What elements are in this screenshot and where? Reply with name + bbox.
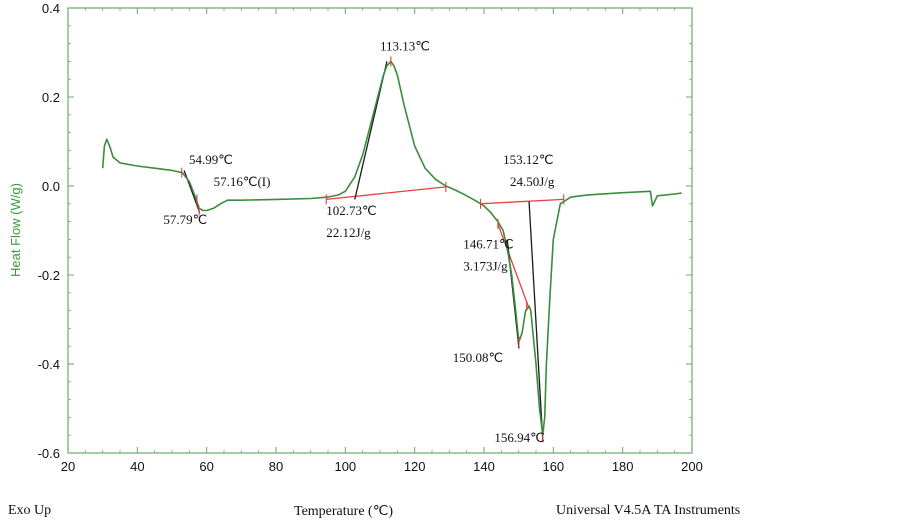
y-tick-label: 0.0 — [42, 179, 60, 194]
annotation-label: 57.79℃ — [163, 212, 207, 227]
annotation-label: 54.99℃ — [189, 152, 233, 167]
x-tick-label: 200 — [681, 459, 703, 474]
annotation-label: 146.71℃ — [463, 236, 513, 251]
plot-frame-layer — [67, 7, 693, 454]
tickmark-layer — [181, 56, 565, 443]
y-tick-label: -0.4 — [38, 357, 60, 372]
annotation-label: 102.73℃ — [326, 203, 376, 218]
footer-x-axis-label: Temperature (℃) — [294, 504, 394, 519]
y-tick-label: 0.4 — [42, 1, 60, 16]
x-tick-label: 160 — [542, 459, 564, 474]
x-tick-label: 60 — [199, 459, 213, 474]
footer-instrument: Universal V4.5A TA Instruments — [556, 503, 741, 518]
x-tick-label: 180 — [612, 459, 634, 474]
curve-layer — [101, 60, 682, 436]
annotation-label: 22.12J/g — [326, 225, 371, 240]
x-tick-label: 100 — [334, 459, 356, 474]
annotation-label: 3.173J/g — [463, 259, 508, 274]
integration-baseline — [326, 186, 446, 200]
annotation-label: 113.13℃ — [380, 38, 430, 53]
plot-frame — [67, 7, 693, 454]
integration-baseline — [480, 198, 564, 205]
x-tick-label: 140 — [473, 459, 495, 474]
annotation-label: 57.16℃(I) — [214, 174, 271, 189]
onset-tangent-line — [528, 201, 544, 440]
y-tick-label: -0.6 — [38, 446, 60, 461]
footer-exo-up: Exo Up — [8, 503, 52, 518]
x-tick-label: 80 — [269, 459, 283, 474]
x-tick-label: 20 — [61, 459, 75, 474]
annotation-label: 156.94℃ — [494, 430, 544, 445]
x-tick-label: 40 — [130, 459, 144, 474]
x-tick-label: 120 — [404, 459, 426, 474]
y-tick-label: 0.2 — [42, 90, 60, 105]
y-tick-label: -0.2 — [38, 268, 60, 283]
annotation-label: 153.12℃ — [503, 152, 553, 167]
integration-baseline — [497, 223, 530, 309]
annotation-label: 24.50J/g — [510, 174, 555, 189]
annotation-label: 150.08℃ — [453, 350, 503, 365]
y-axis-label: Heat Flow (W/g) — [8, 183, 23, 277]
axis-layer: 20 40 60 80 100 120 140 160 180 200 0.4 0.2 0.0 -0.2 -… — [38, 1, 703, 474]
baseline-layer — [326, 186, 564, 309]
annotation-layer: 113.13℃ 54.99℃ 57.16℃(I) 57.79℃ 102.73℃ 22.12… — [163, 38, 555, 445]
heat-flow-curve — [101, 60, 682, 436]
